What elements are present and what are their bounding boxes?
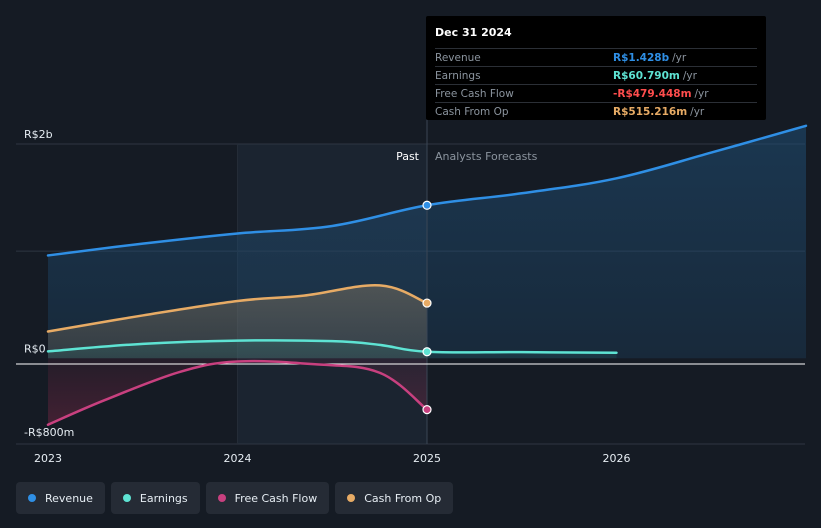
legend-item-cash-from-op[interactable]: Cash From Op: [335, 482, 454, 514]
tooltip-row-free-cash-flow: Free Cash Flow -R$479.448m /yr: [435, 84, 757, 102]
legend-label: Cash From Op: [364, 491, 442, 505]
y-axis: R$2b R$0 -R$800m: [24, 128, 74, 439]
marker-revenue: [422, 200, 432, 210]
marker-cash-from-op: [422, 298, 432, 308]
legend-label: Earnings: [139, 491, 188, 505]
series-markers: [422, 200, 432, 415]
tooltip-label: Earnings: [435, 69, 481, 82]
area-earnings: [48, 340, 617, 359]
legend-dot-icon: [28, 494, 36, 502]
tooltip-row-earnings: Earnings R$60.790m /yr: [435, 66, 757, 84]
marker-earnings: [422, 347, 432, 357]
legend-item-free-cash-flow[interactable]: Free Cash Flow: [205, 482, 330, 514]
legend-dot-icon: [122, 494, 131, 502]
legend-item-revenue[interactable]: Revenue: [16, 482, 105, 514]
tooltip-unit: /yr: [682, 69, 697, 82]
x-tick-label: 2025: [413, 452, 441, 465]
tooltip-label: Free Cash Flow: [435, 87, 514, 100]
marker-free-cash-flow: [422, 405, 432, 415]
tooltip-value: R$515.216m: [613, 105, 688, 118]
tooltip-unit: /yr: [672, 51, 687, 64]
legend-item-earnings[interactable]: Earnings: [110, 482, 200, 514]
tooltip-row-revenue: Revenue R$1.428b /yr: [435, 48, 757, 66]
line-earnings: [46, 339, 618, 354]
legend-dot-icon: [217, 494, 226, 502]
tooltip-value: R$60.790m: [613, 69, 680, 82]
tooltip-unit: /yr: [694, 87, 709, 100]
line-cash-from-op: [46, 284, 429, 333]
tooltip-row-cash-from-op: Cash From Op R$515.216m /yr: [435, 102, 757, 120]
line-free-cash-flow: [46, 359, 429, 426]
legend-label: Revenue: [45, 491, 93, 505]
y-tick-label: -R$800m: [24, 426, 74, 439]
x-tick-label: 2024: [224, 452, 252, 465]
tooltip-label: Revenue: [435, 51, 481, 64]
tooltip-value: -R$479.448m: [613, 87, 692, 100]
y-tick-label: R$0: [24, 342, 46, 355]
legend: Revenue Earnings Free Cash Flow Cash Fro…: [16, 482, 454, 514]
x-tick-label: 2023: [34, 452, 62, 465]
forecast-label: Analysts Forecasts: [435, 150, 538, 163]
tooltip-date: Dec 31 2024: [435, 26, 512, 39]
legend-dot-icon: [347, 494, 356, 502]
area-free-cash-flow: [48, 358, 427, 425]
tooltip-unit: /yr: [690, 105, 705, 118]
tooltip-label: Cash From Op: [435, 105, 509, 118]
x-axis: 2023 2024 2025 2026: [34, 452, 631, 465]
legend-label: Free Cash Flow: [234, 491, 318, 505]
y-tick-label: R$2b: [24, 128, 53, 141]
tooltip: Dec 31 2024 Revenue R$1.428b /yr Earning…: [426, 16, 766, 120]
past-label: Past: [396, 150, 420, 163]
x-tick-label: 2026: [603, 452, 631, 465]
tooltip-value: R$1.428b: [613, 51, 670, 64]
